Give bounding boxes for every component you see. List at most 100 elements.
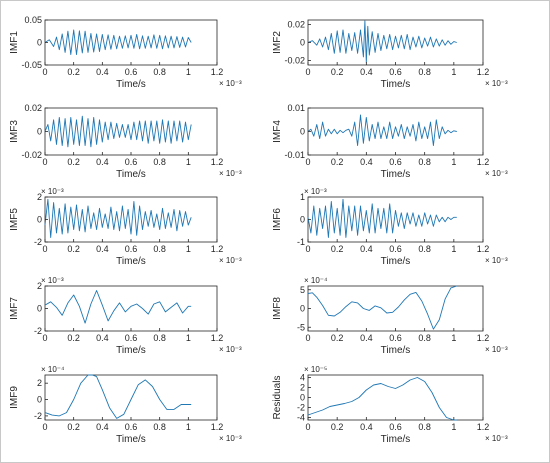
x-tick-label: 0: [305, 67, 310, 77]
x-tick-label: 0.4: [96, 157, 109, 167]
y-tick-label: -0.02: [284, 56, 305, 66]
x-axis-label: Time/s: [381, 256, 411, 267]
plot-area: [307, 196, 484, 243]
y-tick-label: -1: [297, 237, 305, 247]
x-tick-label: 0.6: [125, 67, 138, 77]
signal-line: [44, 374, 192, 419]
y-tick-label: 0: [300, 127, 305, 137]
y-tick-label: 0.02: [287, 20, 305, 30]
x-tick-label: 1.2: [477, 67, 490, 77]
x-tick-label: 0.6: [389, 333, 402, 343]
x-exponent-label: × 10⁻³: [219, 434, 242, 443]
x-axis-label: Time/s: [116, 256, 146, 267]
x-tick-label: 0.2: [331, 67, 344, 77]
signal-line: [44, 198, 192, 238]
x-tick-label: 0: [42, 333, 47, 343]
x-axis-label: Time/s: [381, 169, 411, 180]
x-tick-label: 1: [451, 244, 456, 254]
plot-area: [307, 285, 484, 332]
x-tick-label: 0.8: [153, 244, 166, 254]
x-tick-label: 0.8: [153, 157, 166, 167]
x-tick-label: 0.2: [67, 422, 80, 432]
x-tick-label: 0.4: [96, 333, 109, 343]
signal-line: [307, 114, 457, 147]
signal-line: [44, 115, 192, 148]
x-tick-label: 0.8: [153, 333, 166, 343]
y-axis-label: IMF4: [272, 120, 283, 143]
signal-line: [307, 377, 457, 421]
x-tick-label: 0.4: [360, 422, 373, 432]
y-exponent-label: × 10⁻³: [41, 276, 64, 285]
y-axis-label: IMF5: [9, 208, 20, 231]
y-axis-label: IMF6: [272, 208, 283, 231]
x-exponent-label: × 10⁻³: [219, 169, 242, 178]
x-tick-label: 1: [186, 244, 191, 254]
x-tick-label: 0.4: [360, 333, 373, 343]
x-tick-label: 0: [42, 422, 47, 432]
y-axis-label: IMF1: [9, 31, 20, 54]
x-tick-label: 0: [305, 157, 310, 167]
y-tick-label: 1: [300, 192, 305, 202]
x-tick-label: 1.2: [477, 422, 490, 432]
x-exponent-label: × 10⁻³: [485, 256, 508, 265]
y-tick-label: 0.02: [24, 103, 42, 113]
y-tick-label: -4: [297, 413, 305, 423]
x-axis-label: Time/s: [116, 345, 146, 356]
x-axis-label: Time/s: [381, 434, 411, 445]
y-tick-label: 4: [300, 373, 305, 383]
x-tick-label: 1.2: [211, 422, 224, 432]
x-tick-label: 0.4: [96, 67, 109, 77]
x-tick-label: 0.2: [331, 157, 344, 167]
x-tick-label: 0.8: [418, 157, 431, 167]
signal-line: [307, 285, 457, 330]
y-tick-label: 0: [300, 393, 305, 403]
x-axis-label: Time/s: [381, 345, 411, 356]
y-tick-label: 2: [37, 192, 42, 202]
y-axis-label: IMF7: [9, 297, 20, 320]
y-tick-label: -2: [34, 411, 42, 421]
x-tick-label: 1: [451, 422, 456, 432]
y-tick-label: 5: [300, 285, 305, 295]
y-axis-label: IMF2: [272, 31, 283, 54]
x-tick-label: 0.6: [389, 67, 402, 77]
y-tick-label: -0.02: [21, 150, 42, 160]
x-tick-label: 0.2: [67, 67, 80, 77]
x-tick-label: 0.2: [67, 333, 80, 343]
x-tick-label: 0.4: [96, 244, 109, 254]
x-tick-label: 0.6: [389, 422, 402, 432]
x-exponent-label: × 10⁻³: [485, 434, 508, 443]
x-tick-label: 0.8: [418, 333, 431, 343]
x-axis-label: Time/s: [116, 79, 146, 90]
x-tick-label: 0.4: [96, 422, 109, 432]
plot-area: [307, 374, 484, 421]
plot-area: [44, 19, 218, 66]
y-tick-label: -2: [297, 403, 305, 413]
x-tick-label: 0.8: [153, 67, 166, 77]
x-tick-label: 0.6: [389, 157, 402, 167]
x-tick-label: 1.2: [477, 333, 490, 343]
x-tick-label: 1.2: [211, 333, 224, 343]
y-tick-label: 0: [300, 304, 305, 314]
x-tick-label: 1.2: [211, 67, 224, 77]
y-tick-label: -2: [34, 237, 42, 247]
x-tick-label: 0.2: [331, 244, 344, 254]
x-exponent-label: × 10⁻³: [219, 345, 242, 354]
x-tick-label: 0.2: [67, 244, 80, 254]
x-tick-label: 1.2: [211, 157, 224, 167]
y-exponent-label: × 10⁻³: [41, 187, 64, 196]
x-tick-label: 0.8: [418, 244, 431, 254]
x-tick-label: 0: [42, 244, 47, 254]
x-tick-label: 0: [305, 244, 310, 254]
y-tick-label: 2: [37, 378, 42, 388]
x-tick-label: 1: [186, 422, 191, 432]
y-tick-label: 2: [37, 281, 42, 291]
plot-area: [307, 107, 484, 156]
x-tick-label: 1.2: [477, 157, 490, 167]
